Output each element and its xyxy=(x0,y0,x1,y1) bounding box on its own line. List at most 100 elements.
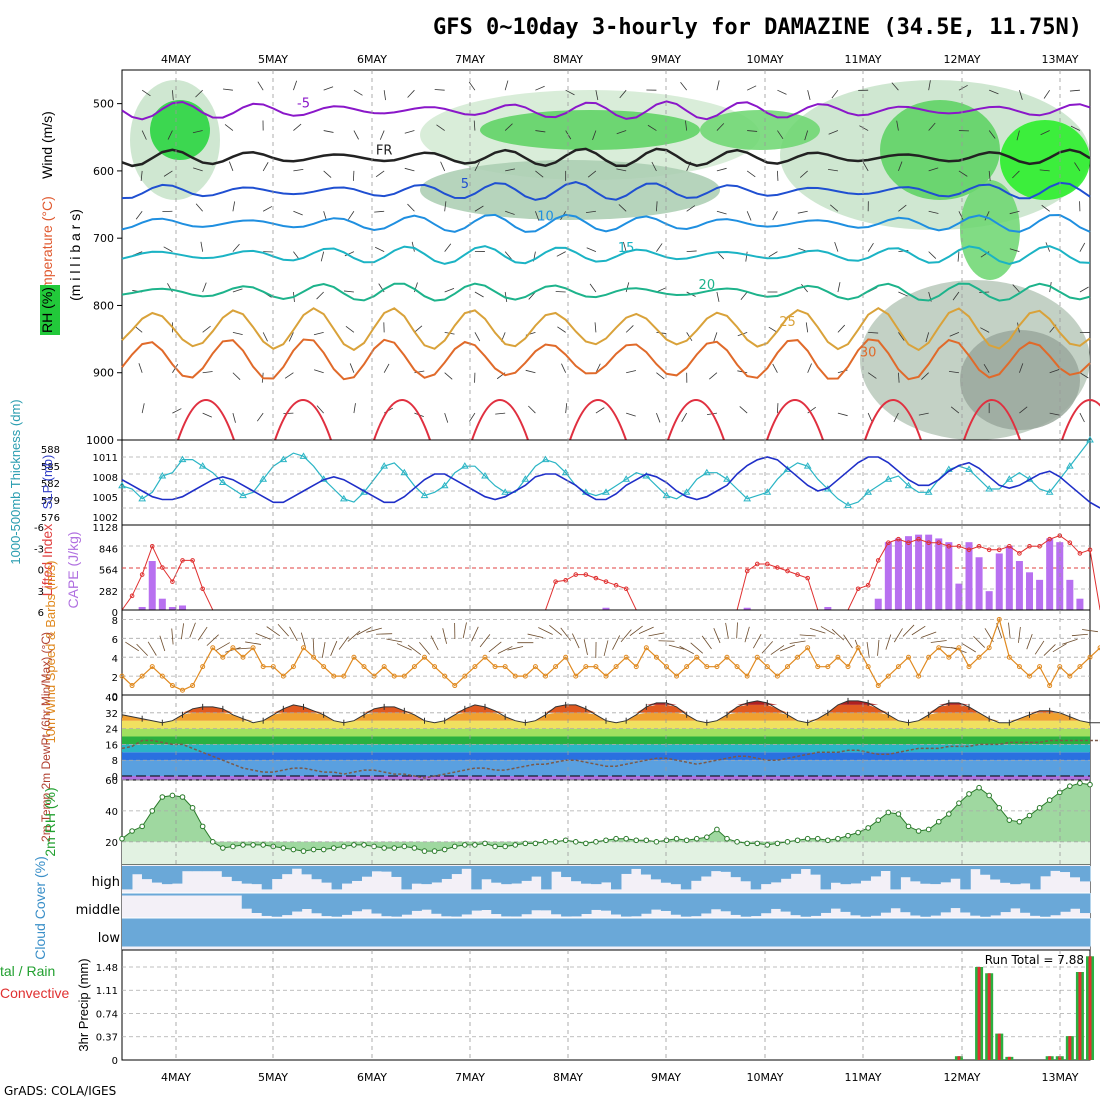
wind-barb xyxy=(1041,204,1050,212)
li-tick-label: -3 xyxy=(34,544,44,555)
wind-barb xyxy=(827,168,838,172)
lifted-index-axis-label: Lifted Index xyxy=(39,524,55,596)
precip-convective-bar xyxy=(1088,956,1092,1060)
temp-band xyxy=(122,752,1090,761)
wind-barb xyxy=(777,403,779,414)
lifted-index-marker xyxy=(1047,536,1052,542)
cape-bar xyxy=(915,534,923,610)
wind-barb xyxy=(375,170,385,178)
lifted-index-marker xyxy=(976,543,982,549)
wind-barb xyxy=(626,412,636,417)
wind10m-marker xyxy=(805,645,811,651)
lifted-index-marker xyxy=(1077,551,1083,556)
cloud-mid-bar xyxy=(1040,893,1051,917)
wind-barb xyxy=(626,370,637,374)
wind10m-marker xyxy=(301,645,306,651)
precip-convective-bar xyxy=(1068,1036,1072,1060)
wind-barb xyxy=(528,405,536,414)
wind-barb xyxy=(195,203,203,212)
cloud-low-bar xyxy=(790,918,802,947)
wind10m-barb xyxy=(338,636,349,650)
wind10m-marker xyxy=(311,654,317,660)
cloud-low-bar xyxy=(990,918,1001,947)
wind10m-marker xyxy=(361,664,367,670)
wind-barb xyxy=(988,130,996,139)
rh-marker xyxy=(330,845,337,851)
wind-barb xyxy=(407,89,415,98)
cape-bar xyxy=(894,538,902,610)
wind-barb xyxy=(777,130,784,140)
wind-barb xyxy=(172,408,182,414)
wind10m-barb xyxy=(744,626,750,643)
temp2m-tick-label: 24 xyxy=(105,725,118,736)
thickness-marker xyxy=(662,491,671,499)
wind-barb xyxy=(163,246,173,252)
wind-barb xyxy=(898,332,905,341)
cloud-mid-bar xyxy=(840,893,851,912)
lifted-index-marker xyxy=(926,540,931,546)
wind10m-barb xyxy=(136,643,149,656)
rh-marker xyxy=(129,828,135,834)
wind-barb xyxy=(834,242,839,252)
wind-barb xyxy=(1009,248,1020,253)
wind-barb xyxy=(868,331,879,334)
wind10m-marker xyxy=(462,673,468,679)
wind-barb xyxy=(681,412,688,422)
thickness-marker xyxy=(763,488,772,495)
wind-barb xyxy=(1049,369,1060,374)
day-label: 11MAY xyxy=(845,53,882,66)
day-label: 12MAY xyxy=(944,1071,981,1084)
wind10m-marker xyxy=(956,645,962,651)
thickness-marker xyxy=(460,462,469,469)
cape-bar xyxy=(935,538,943,610)
cloud-low-bar xyxy=(920,918,931,947)
wind-barb xyxy=(200,241,204,252)
wind10m-barb xyxy=(197,626,208,641)
wind-barb xyxy=(898,291,908,297)
slp-tick-label: 1011 xyxy=(93,453,118,464)
cloud-high-bar xyxy=(720,866,732,872)
wind10m-marker xyxy=(442,673,448,679)
wind10m-barb xyxy=(442,628,447,644)
thickness-tick-label: 579 xyxy=(41,496,60,507)
rh-marker xyxy=(1016,818,1023,825)
temp2m-tick-label: 0 xyxy=(112,772,118,783)
wind-barb xyxy=(777,89,787,95)
lifted-index-marker xyxy=(583,572,589,577)
cloud-low-bar xyxy=(740,918,752,947)
wind10m-marker xyxy=(754,654,760,660)
cloud-mid-bar xyxy=(241,893,253,909)
precip-axis-label: 3hr Precip (mm) xyxy=(76,958,91,1051)
cloud-mid-bar xyxy=(780,893,792,912)
isotherm-20 xyxy=(121,282,1091,302)
wind-barb xyxy=(262,332,268,342)
wind10m-marker xyxy=(835,654,841,660)
wind-barb xyxy=(535,130,546,133)
wind-barb xyxy=(948,370,959,374)
wind-barb xyxy=(952,291,960,301)
cape-bar xyxy=(1076,598,1084,610)
wind10m-marker xyxy=(734,664,740,670)
cloud-low-bar xyxy=(221,918,233,947)
cloud-high-bar xyxy=(820,866,832,890)
cloud-low-bar xyxy=(541,918,552,947)
wind-barb xyxy=(323,170,332,178)
cloud-axis-label: Cloud Cover (%) xyxy=(32,856,48,959)
thickness-marker xyxy=(682,488,691,495)
cloud-low-bar xyxy=(211,918,223,947)
temp-band xyxy=(122,704,1090,713)
cape-bar xyxy=(1066,579,1074,610)
day-label: 11MAY xyxy=(845,1071,882,1084)
wind-barb xyxy=(561,363,567,373)
wind-barb xyxy=(383,363,390,373)
wind10m-marker xyxy=(169,683,175,689)
wind-barb xyxy=(595,90,599,101)
wind-barb xyxy=(323,86,334,91)
pressure-tick-label: 600 xyxy=(93,165,114,178)
cape-bar xyxy=(975,557,983,610)
cloud-high-bar xyxy=(311,866,323,880)
cloud-mid-bar xyxy=(291,893,303,912)
wind-barb xyxy=(928,251,937,259)
wind-axis-label: Wind (m/s) xyxy=(39,111,55,179)
